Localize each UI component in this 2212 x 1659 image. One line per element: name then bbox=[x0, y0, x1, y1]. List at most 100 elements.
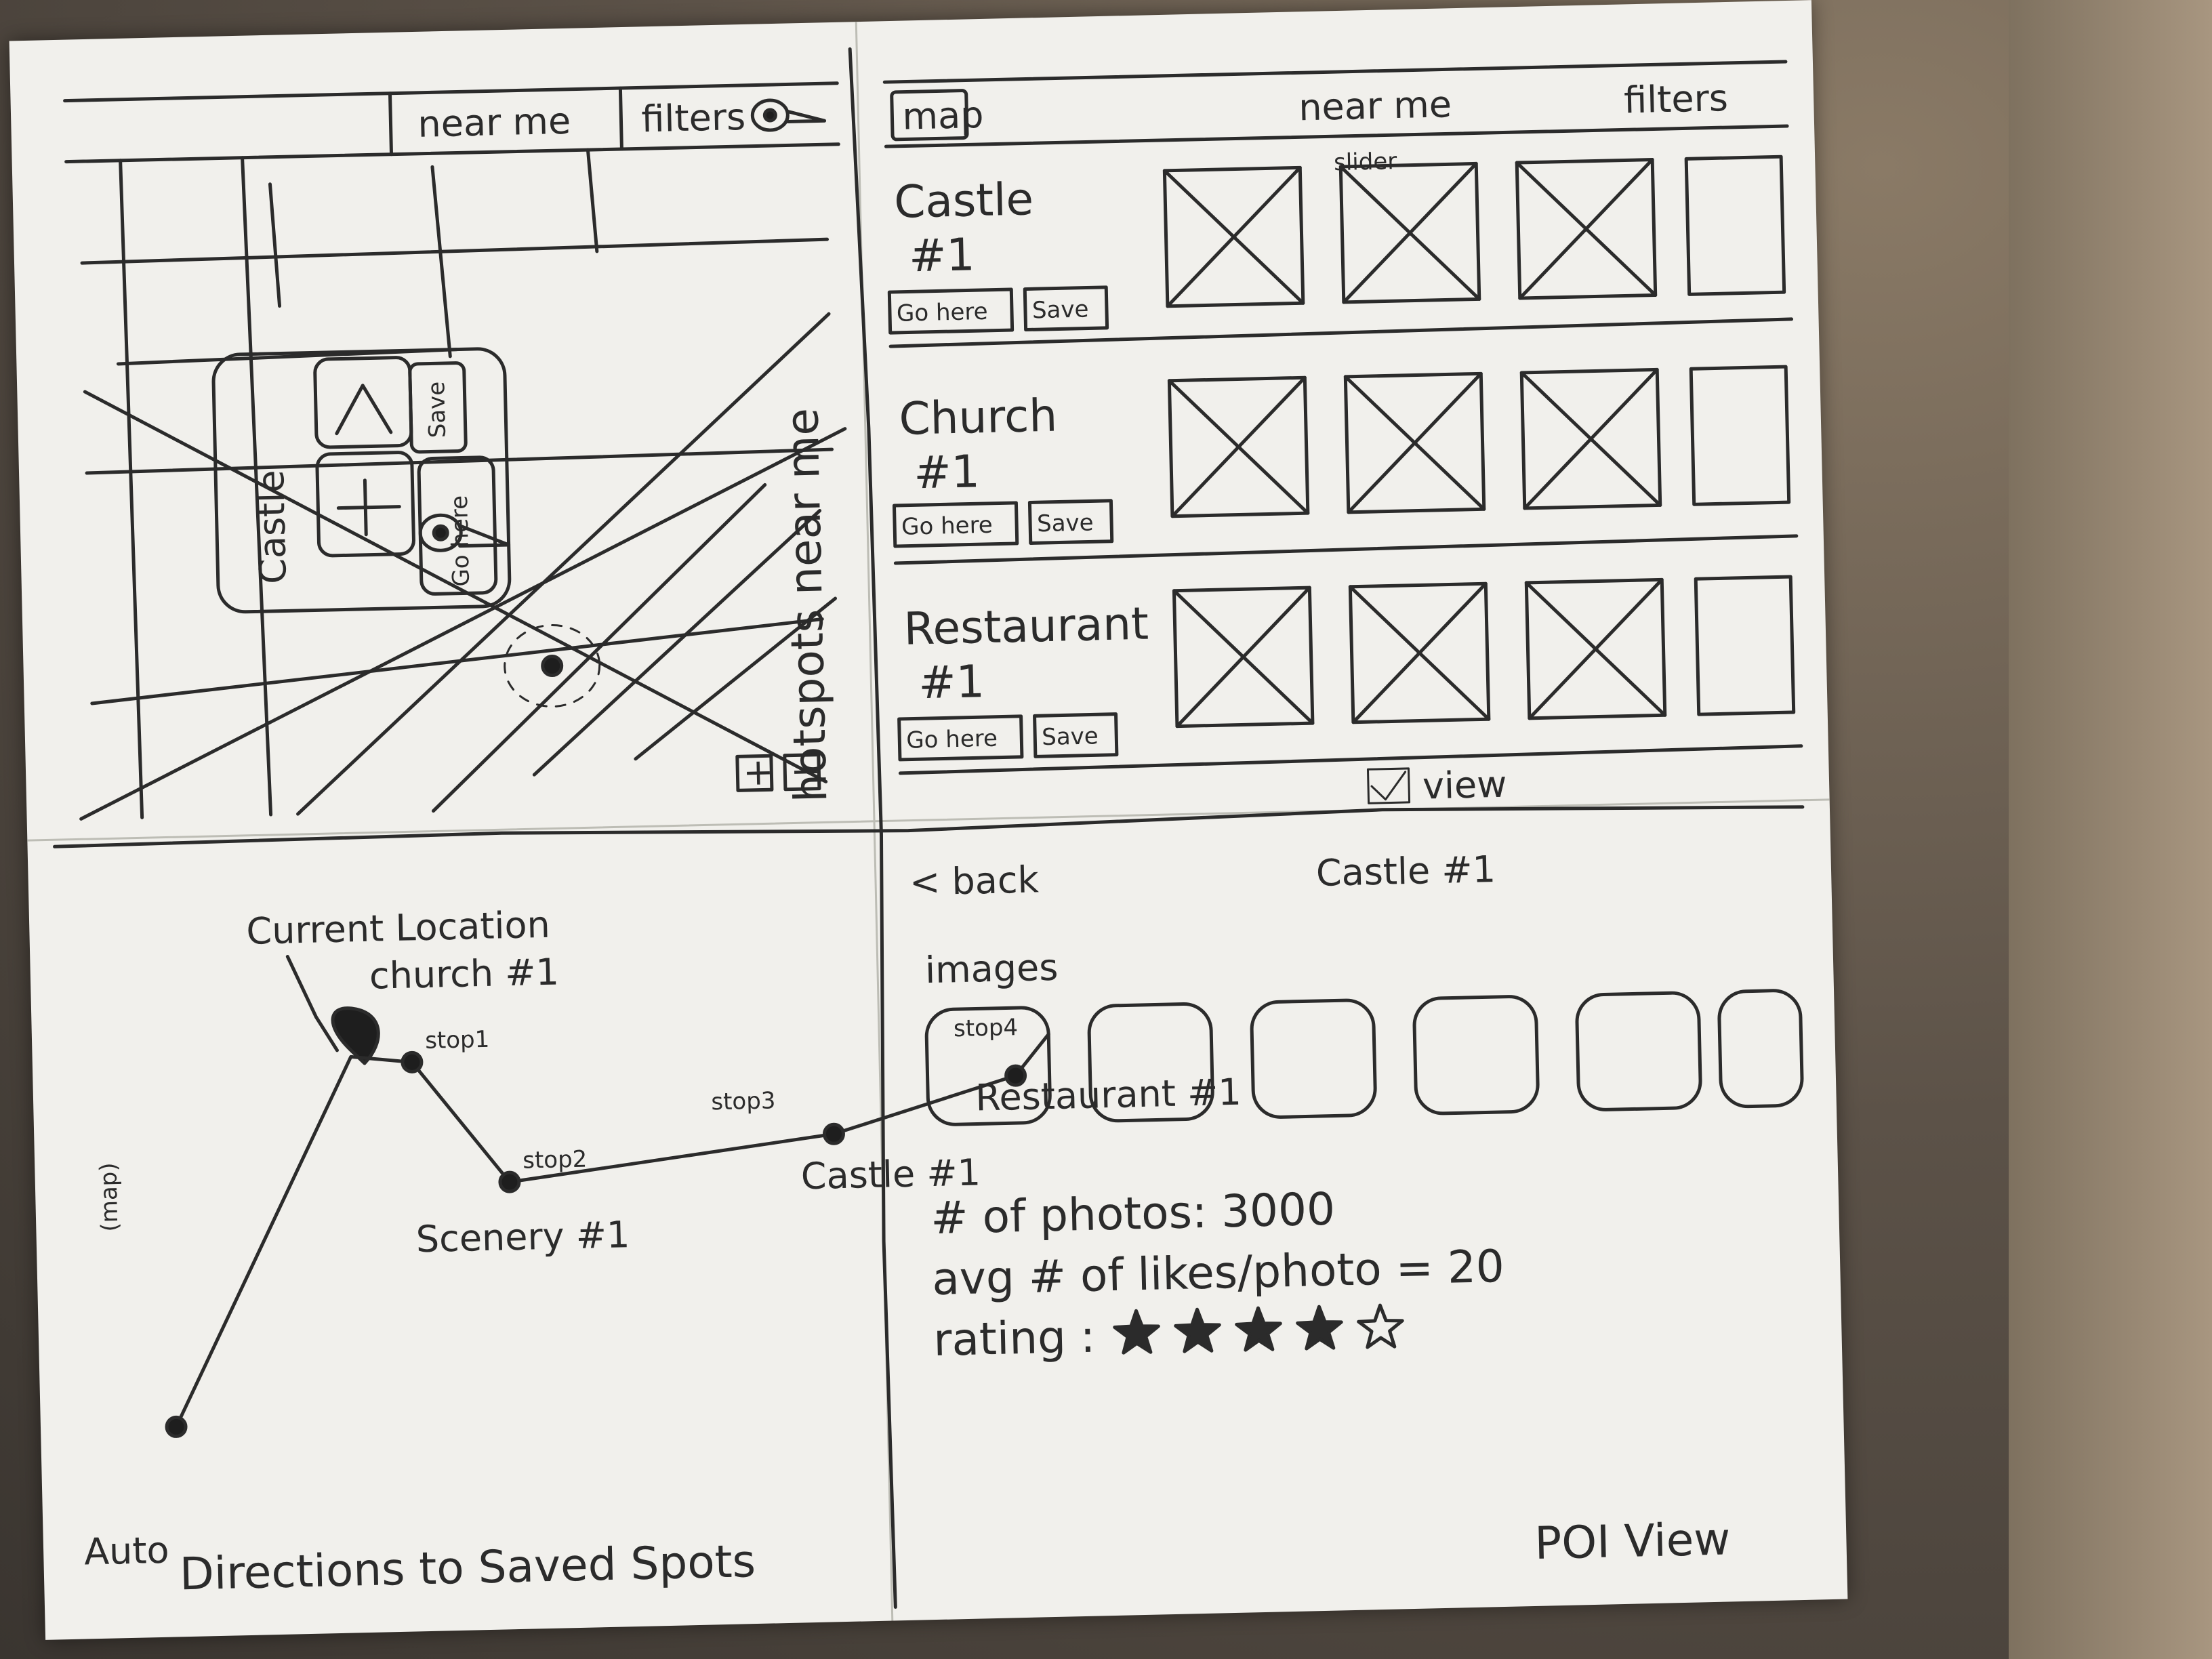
star-empty-icon bbox=[1357, 1303, 1404, 1349]
image-thumb[interactable] bbox=[1087, 1002, 1214, 1123]
back-button[interactable]: < back bbox=[909, 858, 1040, 903]
image-placeholder-icon bbox=[1167, 375, 1310, 518]
card-name: Restaurant bbox=[903, 598, 1149, 655]
castle-pin-icon bbox=[418, 513, 511, 552]
image-placeholder-icon bbox=[1689, 365, 1791, 506]
castle-popup[interactable]: Castle Go here Save bbox=[211, 347, 512, 614]
card-go-here-label: Go here bbox=[897, 298, 988, 327]
stop-marker-icon bbox=[822, 1122, 845, 1145]
sketch-drawing: near me filters bbox=[26, 20, 1831, 1622]
map-streets bbox=[79, 148, 847, 821]
image-placeholder-icon bbox=[1172, 586, 1315, 729]
view-toggle-label: view bbox=[1422, 763, 1507, 808]
poi-title: Castle #1 bbox=[1315, 848, 1496, 895]
stop2-place: Scenery #1 bbox=[415, 1213, 630, 1261]
image-placeholder-icon bbox=[1515, 158, 1658, 300]
stop1-label: stop1 bbox=[425, 1026, 490, 1054]
star-filled-icon bbox=[1174, 1307, 1221, 1353]
popup-save-button[interactable] bbox=[408, 361, 468, 454]
view-toggle-checkbox[interactable] bbox=[1366, 767, 1411, 804]
card-number: #1 bbox=[908, 228, 975, 282]
zoom-out-button[interactable] bbox=[783, 753, 821, 792]
image-thumb[interactable] bbox=[1250, 998, 1377, 1119]
card-save-label: Save bbox=[1032, 295, 1089, 324]
list-card-church[interactable]: Church #1 Go here Save bbox=[891, 365, 1791, 548]
list-tab-filters[interactable]: filters bbox=[1623, 77, 1728, 121]
view-toggle[interactable]: view bbox=[1366, 763, 1507, 809]
card-go-here-button[interactable] bbox=[887, 287, 1015, 335]
stop1-place: church #1 bbox=[369, 950, 559, 997]
list-map-label: map bbox=[902, 94, 984, 138]
image-placeholder-icon bbox=[1348, 581, 1491, 724]
rating-stars bbox=[1113, 1303, 1404, 1355]
zoom-in-label: + bbox=[743, 750, 775, 794]
photos-stat: # of photos: 3000 bbox=[930, 1183, 1335, 1245]
map-tab-near-me[interactable]: near me bbox=[417, 100, 571, 146]
current-location-icon bbox=[504, 624, 601, 708]
card-name: Church bbox=[899, 390, 1058, 445]
rating-label: rating : bbox=[933, 1311, 1096, 1366]
image-placeholder-icon bbox=[1519, 367, 1662, 510]
stop4-label: stop4 bbox=[954, 1014, 1019, 1042]
location-pin-icon bbox=[750, 98, 827, 132]
zoom-in-button[interactable] bbox=[735, 754, 774, 792]
popup-title: Castle bbox=[249, 470, 295, 585]
image-thumb[interactable] bbox=[924, 1006, 1052, 1126]
stop3-place: Castle #1 bbox=[800, 1151, 981, 1197]
images-label: images bbox=[924, 946, 1059, 991]
map-label: (map) bbox=[95, 1162, 123, 1232]
current-location-label: Current Location bbox=[246, 903, 551, 953]
image-placeholder-icon bbox=[1343, 371, 1486, 514]
image-placeholder-icon bbox=[1694, 575, 1796, 716]
image-thumb[interactable] bbox=[1575, 991, 1702, 1111]
stop2-label: stop2 bbox=[523, 1146, 588, 1174]
card-go-here-button[interactable] bbox=[892, 501, 1019, 548]
stop-marker-icon bbox=[401, 1050, 424, 1073]
directions-caption: Directions to Saved Spots bbox=[179, 1535, 756, 1600]
list-card-restaurant[interactable]: Restaurant #1 Go here Save bbox=[897, 575, 1796, 762]
image-placeholder-icon bbox=[1338, 161, 1481, 304]
image-thumb[interactable] bbox=[1412, 995, 1540, 1115]
list-tab-near-me[interactable]: near me bbox=[1298, 83, 1452, 129]
castle-icon bbox=[315, 451, 415, 558]
stop-marker-icon bbox=[165, 1415, 188, 1438]
poi-caption: POI View bbox=[1534, 1513, 1732, 1570]
card-save-button[interactable] bbox=[1023, 285, 1109, 332]
card-save-button[interactable] bbox=[1027, 499, 1114, 545]
card-number: #1 bbox=[918, 655, 985, 709]
map-tab-filters[interactable]: filters bbox=[641, 96, 746, 140]
list-map-button[interactable] bbox=[890, 89, 969, 142]
list-card-castle[interactable]: Castle #1 Go here Save bbox=[886, 155, 1786, 335]
fold-horizontal bbox=[26, 798, 1831, 842]
poi-view: < back Castle #1 images # of photos: 300… bbox=[909, 848, 1804, 1570]
divider-vertical bbox=[848, 47, 897, 1609]
desk-edge bbox=[2009, 0, 2212, 1659]
star-filled-icon bbox=[1113, 1309, 1160, 1355]
map-view: near me filters bbox=[63, 81, 847, 1232]
church-icon bbox=[313, 356, 413, 449]
stop-marker-icon bbox=[498, 1170, 521, 1193]
star-filled-icon bbox=[1235, 1306, 1282, 1352]
card-number: #1 bbox=[914, 445, 981, 499]
card-go-here-button[interactable] bbox=[897, 714, 1024, 762]
map-view-caption: hotspots near me bbox=[776, 407, 837, 802]
image-thumb[interactable] bbox=[1717, 989, 1804, 1109]
zoom-out-label: − bbox=[790, 750, 822, 793]
card-name: Castle bbox=[893, 173, 1033, 228]
card-save-label: Save bbox=[1042, 722, 1099, 751]
card-save-label: Save bbox=[1037, 509, 1094, 537]
directions-view: Current Location stop1 church #1 stop2 S… bbox=[83, 903, 1242, 1601]
star-filled-icon bbox=[1296, 1305, 1343, 1351]
image-placeholder-icon bbox=[1684, 155, 1786, 296]
image-placeholder-icon bbox=[1524, 577, 1667, 720]
auto-label: Auto bbox=[83, 1529, 169, 1574]
likes-stat: avg # of likes/photo = 20 bbox=[931, 1240, 1504, 1305]
stop3-label: stop3 bbox=[711, 1087, 776, 1115]
image-placeholder-icon bbox=[1162, 165, 1305, 308]
stop4-place: Restaurant #1 bbox=[975, 1071, 1242, 1120]
list-view: map near me filters slider Castle #1 Go … bbox=[882, 60, 1803, 809]
image-carousel[interactable] bbox=[924, 989, 1804, 1126]
card-save-button[interactable] bbox=[1033, 712, 1119, 758]
stop-marker-icon bbox=[1004, 1064, 1027, 1087]
slider-label: slider bbox=[1334, 148, 1397, 176]
